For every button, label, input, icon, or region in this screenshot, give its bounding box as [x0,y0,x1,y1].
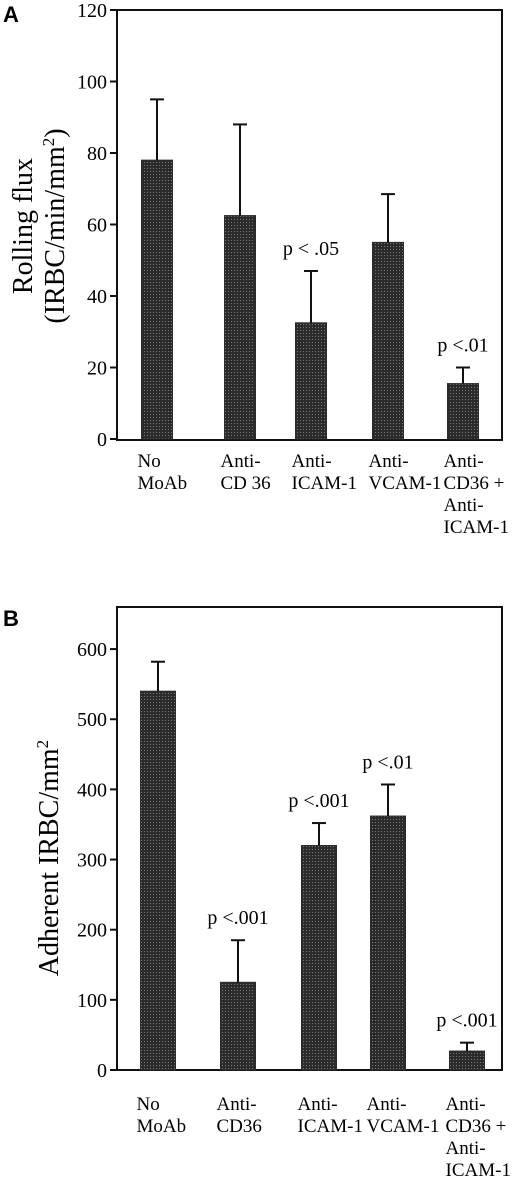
panel-a-y-tick-label: 20 [87,358,107,380]
panel-b-y-tick-label: 300 [77,850,107,872]
panel-a-category-label: Anti- [221,451,261,472]
panel-b-category-label: Anti- [298,1094,338,1115]
panel-a-bar [141,159,173,440]
panel-b-y-tick-label: 600 [77,639,107,661]
panel-a-bar [447,383,479,440]
panel-a-significance-label: p < .05 [283,238,339,260]
panel-letter-a: A [3,2,19,27]
panel-b-y-tick-label: 0 [97,1060,107,1082]
panel-b-significance-label: p <.001 [436,1010,497,1032]
panel-a-y-tick-label: 60 [87,215,107,237]
panel-a-y-axis-label-line1: Rolling flux [8,158,39,294]
panel-a-y-tick-label: 40 [87,286,107,308]
panel-a-category-label: MoAb [138,473,188,494]
panel-letter-b: B [3,606,19,631]
panel-b-significance-label: p <.001 [207,907,268,929]
panel-b-category-label: Anti- [446,1094,486,1115]
panel-a-category-label: No [138,451,161,472]
panel-a-y-tick-label: 0 [97,429,107,451]
panel-a-category-label: Anti- [444,495,484,516]
panel-b-category-label: Anti- [217,1094,257,1115]
panel-a-bar [224,215,256,440]
panel-b-y-axis-label-text: Adherent IRBC/mm2 [33,740,65,976]
panel-b-y-axis-label: Adherent IRBC/mm2 [33,740,65,976]
panel-b-bar [140,690,176,1071]
panel-b-category-label: CD36 [217,1116,262,1137]
panel-b-bar [370,815,406,1071]
panel-b-y-tick-label: 400 [77,779,107,801]
panel-b-y-tick-label: 500 [77,709,107,731]
panel-b-category-label: CD36 + [446,1116,507,1137]
panel-a-bar [295,322,327,440]
panel-b-category-label: Anti- [446,1138,486,1159]
panel-a-category-label: VCAM-1 [369,473,442,494]
panel-b-bar [449,1050,485,1071]
panel-b-category-label: Anti- [367,1094,407,1115]
panel-b-bar [301,845,337,1071]
panel-b-category-label: VCAM-1 [367,1116,440,1137]
panel-b-category-label: ICAM-1 [298,1116,363,1137]
panel-b-category-label: ICAM-1 [446,1160,511,1179]
panel-b-significance-label: p <.01 [362,751,413,773]
panel-a-category-label: Anti- [292,451,332,472]
panel-a-category-label: ICAM-1 [292,473,357,494]
panel-a-category-label: Anti- [444,451,484,472]
panel-a-y-axis-label: Rolling flux (IRBC/min/mm2) [8,128,71,323]
panel-a-y-tick-label: 80 [87,143,107,165]
panel-a-bar [372,241,404,440]
panel-b-bar [220,981,256,1071]
panel-b-significance-label: p <.001 [288,790,349,812]
panel-a-category-label: Anti- [369,451,409,472]
panel-a-category-label: CD36 + [444,473,505,494]
panel-b-y-tick-label: 100 [77,990,107,1012]
panel-a-y-axis-label-line2: (IRBC/min/mm2) [39,128,71,323]
panel-a-y-tick-label: 100 [77,72,107,94]
panel-b-y-tick-label: 200 [77,920,107,942]
panel-a-category-label: CD 36 [221,473,271,494]
panel-a-category-label: ICAM-1 [444,517,509,538]
panel-a-y-tick-label: 120 [77,0,107,22]
panel-a-significance-label: p <.01 [437,335,488,357]
panel-b-category-label: MoAb [137,1116,187,1137]
panel-b-category-label: No [137,1094,160,1115]
